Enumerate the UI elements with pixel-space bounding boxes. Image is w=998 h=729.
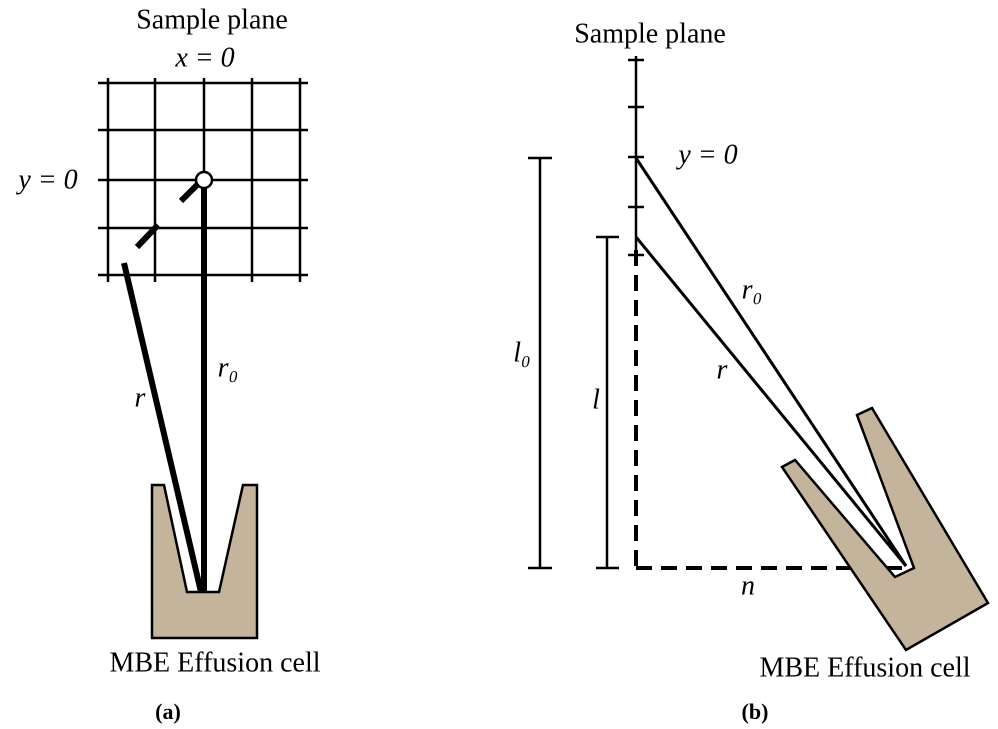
l0-label: l₀	[513, 337, 531, 368]
x-label: x = 0	[174, 42, 234, 73]
l-label: l	[592, 384, 600, 415]
title: Sample plane	[574, 18, 726, 49]
y-label: y = 0	[675, 139, 737, 170]
r0-label: r₀	[218, 352, 239, 383]
title: Sample plane	[136, 4, 288, 35]
r0-line	[634, 157, 908, 567]
r0-label: r₀	[742, 274, 763, 305]
effusion-cell	[780, 406, 990, 652]
caption: (a)	[155, 699, 181, 724]
cell-label: MBE Effusion cell	[759, 652, 970, 683]
r-line	[121, 262, 204, 593]
dash	[134, 222, 161, 250]
panel-a	[98, 78, 308, 640]
caption: (b)	[742, 699, 769, 724]
y-label: y = 0	[15, 164, 77, 195]
dash	[178, 181, 201, 204]
cell-label: MBE Effusion cell	[109, 647, 320, 678]
n-label: n	[741, 570, 755, 601]
effusion-cell	[150, 483, 259, 640]
l-bracket	[596, 235, 619, 570]
l0-bracket	[528, 156, 552, 570]
ticks	[628, 58, 644, 257]
r-label: r	[717, 354, 728, 385]
r-line	[634, 236, 908, 567]
r-label: r	[135, 382, 146, 413]
panel-b	[528, 56, 990, 652]
